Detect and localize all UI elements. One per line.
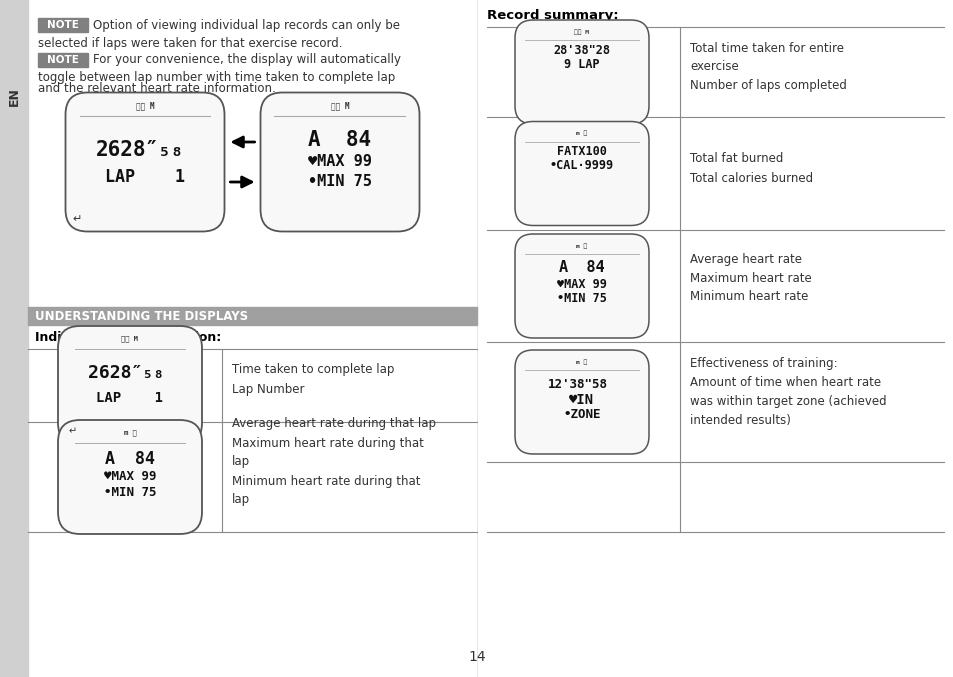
Text: •CAL·9999: •CAL·9999 <box>549 159 614 172</box>
FancyBboxPatch shape <box>515 234 648 338</box>
Text: Individual lap information:: Individual lap information: <box>35 330 221 343</box>
Text: m Ⓜ: m Ⓜ <box>576 243 587 248</box>
Text: Time taken to complete lap
Lap Number: Time taken to complete lap Lap Number <box>232 364 394 395</box>
Text: Ⓛⓒ M: Ⓛⓒ M <box>574 29 589 35</box>
Text: m Ⓜ: m Ⓜ <box>576 131 587 136</box>
Text: Total time taken for entire
exercise
Number of laps completed: Total time taken for entire exercise Num… <box>689 41 846 93</box>
Text: ♥IN: ♥IN <box>569 393 594 407</box>
Text: m Ⓜ: m Ⓜ <box>576 359 587 365</box>
Text: Effectiveness of training:
Amount of time when heart rate
was within target zone: Effectiveness of training: Amount of tim… <box>689 357 885 427</box>
FancyBboxPatch shape <box>260 93 419 232</box>
Text: and the relevant heart rate information.: and the relevant heart rate information. <box>38 83 275 95</box>
FancyBboxPatch shape <box>66 93 224 232</box>
FancyBboxPatch shape <box>515 350 648 454</box>
Text: EN: EN <box>8 87 20 106</box>
Text: Ⓛⓒ M: Ⓛⓒ M <box>135 101 154 110</box>
Text: 2628″₅₈: 2628″₅₈ <box>95 140 184 160</box>
Text: A  84: A 84 <box>105 450 154 468</box>
Text: ↵: ↵ <box>72 215 82 225</box>
Text: 2628″₅₈: 2628″₅₈ <box>88 364 164 383</box>
Text: NOTE: NOTE <box>47 55 79 65</box>
Text: FATX100: FATX100 <box>557 145 606 158</box>
Bar <box>38 18 88 32</box>
Text: 28'38"28: 28'38"28 <box>553 43 610 56</box>
Bar <box>38 53 88 67</box>
Text: NOTE: NOTE <box>47 20 79 30</box>
Bar <box>28 307 476 325</box>
Text: UNDERSTANDING THE DISPLAYS: UNDERSTANDING THE DISPLAYS <box>35 309 248 322</box>
Text: Average heart rate
Maximum heart rate
Minimum heart rate: Average heart rate Maximum heart rate Mi… <box>689 253 811 303</box>
Text: selected if laps were taken for that exercise record.: selected if laps were taken for that exe… <box>38 37 342 49</box>
FancyBboxPatch shape <box>515 20 648 124</box>
Text: ♥MAX 99: ♥MAX 99 <box>104 471 156 483</box>
Text: ↵: ↵ <box>69 426 77 436</box>
Text: 12'38"58: 12'38"58 <box>547 378 607 391</box>
FancyBboxPatch shape <box>58 326 202 445</box>
Text: •MIN 75: •MIN 75 <box>104 487 156 500</box>
Text: 9 LAP: 9 LAP <box>563 58 599 70</box>
Text: Option of viewing individual lap records can only be: Option of viewing individual lap records… <box>92 18 399 32</box>
Text: A  84: A 84 <box>558 261 604 276</box>
Text: LAP    1: LAP 1 <box>105 168 185 186</box>
Text: toggle between lap number with time taken to complete lap: toggle between lap number with time take… <box>38 72 395 85</box>
Text: Ⓛⓒ M: Ⓛⓒ M <box>121 336 138 343</box>
Text: Ⓛⓒ M: Ⓛⓒ M <box>331 101 349 110</box>
Text: m Ⓜ: m Ⓜ <box>124 430 136 436</box>
FancyBboxPatch shape <box>515 121 648 225</box>
Text: Average heart rate during that lap
Maximum heart rate during that
lap
Minimum he: Average heart rate during that lap Maxim… <box>232 418 436 506</box>
Text: 14: 14 <box>468 650 485 664</box>
Text: ♥MAX 99: ♥MAX 99 <box>557 278 606 290</box>
Text: Record summary:: Record summary: <box>486 9 618 22</box>
Text: LAP    1: LAP 1 <box>96 391 163 406</box>
Text: For your convenience, the display will automatically: For your convenience, the display will a… <box>92 53 400 66</box>
Text: A  84: A 84 <box>308 130 371 150</box>
Text: ♥MAX 99: ♥MAX 99 <box>308 154 372 169</box>
Text: •MIN 75: •MIN 75 <box>308 175 372 190</box>
Bar <box>0 0 28 677</box>
Text: Total fat burned
Total calories burned: Total fat burned Total calories burned <box>689 152 812 185</box>
FancyBboxPatch shape <box>58 420 202 534</box>
Text: •ZONE: •ZONE <box>562 408 600 422</box>
Text: •MIN 75: •MIN 75 <box>557 292 606 305</box>
